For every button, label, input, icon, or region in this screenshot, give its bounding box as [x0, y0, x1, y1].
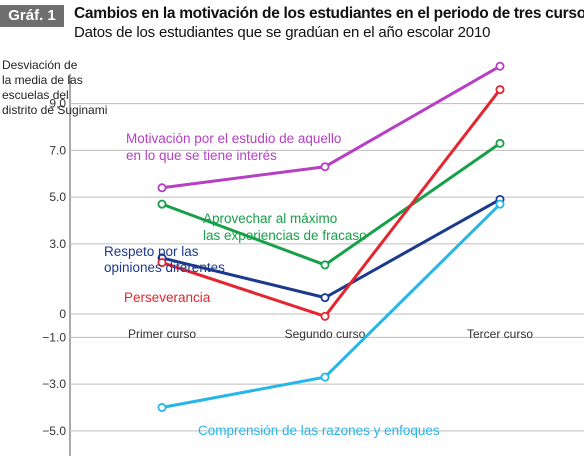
data-point — [495, 138, 505, 148]
y-tick-label: 9.0 — [49, 97, 66, 111]
chart-title: Cambios en la motivación de los estudian… — [74, 5, 584, 22]
y-tick-label: −5.0 — [42, 424, 66, 438]
series-label: en lo que se tiene interés — [126, 148, 277, 163]
data-point — [495, 61, 505, 71]
series-label: las experiencias de fracaso — [203, 228, 367, 243]
data-point — [157, 402, 167, 412]
data-point — [157, 258, 167, 268]
y-tick-label: 5.0 — [49, 190, 66, 204]
data-point — [495, 85, 505, 95]
y-tick-label: 3.0 — [49, 237, 66, 251]
data-point — [320, 260, 330, 270]
x-category-label: Tercer curso — [467, 327, 533, 341]
chart-subtitle: Datos de los estudiantes que se gradúan … — [74, 24, 491, 41]
data-point — [320, 162, 330, 172]
data-point — [157, 199, 167, 209]
y-axis-label: Desviación de la media de las escuelas d… — [2, 58, 107, 118]
data-point — [320, 311, 330, 321]
series-label: Respeto por las — [104, 244, 199, 259]
series-label: opiniones diferentes — [104, 260, 225, 275]
series-label: Aprovechar al máximo — [203, 211, 337, 226]
x-category-label: Primer curso — [128, 327, 196, 341]
y-axis-label-line: escuelas del — [2, 88, 69, 102]
data-point — [157, 183, 167, 193]
y-axis-label-line: la media de las — [2, 73, 83, 87]
series-label: Motivación por el estudio de aquello — [126, 131, 341, 146]
series-label: Comprensión de las razones y enfoques — [198, 423, 440, 438]
y-axis-label-line: Desviación de — [2, 58, 78, 72]
y-tick-label: 0 — [59, 307, 66, 321]
y-tick-label: −1.0 — [42, 330, 66, 344]
series-line — [161, 64, 501, 190]
data-point — [320, 372, 330, 382]
series-label: Perseverancia — [124, 290, 211, 305]
x-category-label: Segundo curso — [285, 327, 366, 341]
chart-header: Gráf. 1 Cambios en la motivación de los … — [0, 0, 584, 42]
y-tick-label: −3.0 — [42, 377, 66, 391]
figure-badge: Gráf. 1 — [0, 5, 64, 27]
data-point — [320, 293, 330, 303]
data-point — [495, 199, 505, 209]
series-line — [161, 88, 502, 318]
y-axis-label-line: distrito de Suginami — [2, 103, 108, 117]
y-tick-label: 7.0 — [49, 143, 66, 157]
